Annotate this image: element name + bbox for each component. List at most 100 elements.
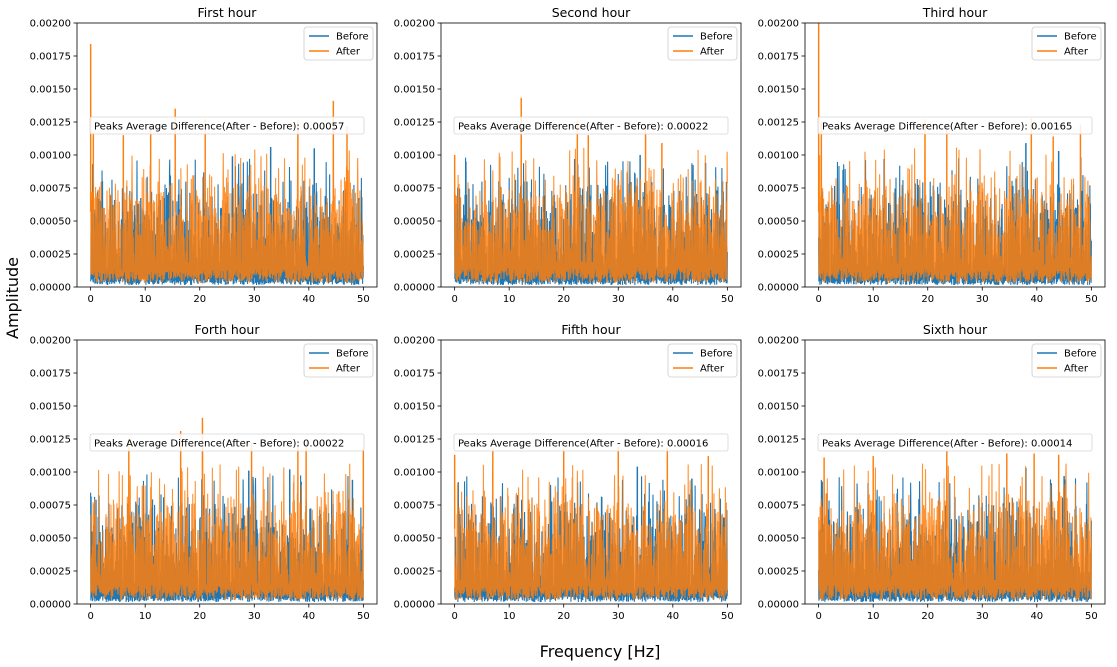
series-line-after — [454, 97, 728, 284]
subplot-title: Fifth hour — [561, 322, 621, 337]
x-tick-label: 0 — [451, 611, 457, 622]
y-tick-label: 0.00075 — [394, 184, 435, 195]
y-tick-label: 0.00125 — [394, 118, 435, 129]
subplot-2: 0.00000 0.00025 0.00050 0.00075 0.00100 0.001… — [394, 5, 742, 305]
x-tick-label: 0 — [451, 294, 457, 305]
annotation-background — [817, 433, 1093, 452]
y-tick-label: 0.00100 — [394, 151, 435, 162]
subplot-title: First hour — [198, 5, 258, 20]
x-tick-label: 40 — [1030, 611, 1043, 622]
figure-ylabel: Amplitude — [3, 257, 22, 339]
y-tick-label: 0.00000 — [758, 600, 799, 611]
y-tick-label: 0.00200 — [758, 336, 799, 347]
y-tick-label: 0.00025 — [394, 250, 435, 261]
legend-label-before: Before — [700, 349, 733, 360]
x-tick-label: 40 — [666, 294, 679, 305]
y-tick-label: 0.00100 — [30, 151, 71, 162]
y-tick-label: 0.00100 — [30, 468, 71, 479]
x-tick-label: 10 — [139, 294, 152, 305]
y-tick-label: 0.00050 — [30, 217, 71, 228]
y-tick-label: 0.00000 — [30, 283, 71, 294]
x-tick-label: 20 — [557, 294, 570, 305]
y-tick-label: 0.00025 — [758, 567, 799, 578]
subplot-title: Forth hour — [195, 322, 261, 337]
annotation-background — [453, 433, 729, 452]
annotation-background — [89, 116, 365, 135]
plot-area — [453, 446, 728, 603]
legend: Before After — [1031, 26, 1102, 61]
legend-label-after: After — [700, 47, 725, 58]
annotation-background — [817, 116, 1093, 135]
series-line-after — [818, 23, 1092, 284]
y-tick-label: 0.00125 — [394, 435, 435, 446]
annotation-text: Peaks Average Difference(After - Before)… — [94, 439, 344, 450]
subplot-3: 0.00000 0.00025 0.00050 0.00075 0.00100 0.001… — [758, 5, 1106, 305]
annotation-box: Peaks Average Difference(After - Before)… — [817, 433, 1093, 452]
legend: Before After — [1031, 343, 1102, 378]
y-tick-label: 0.00200 — [30, 336, 71, 347]
annotation-background — [89, 433, 365, 452]
y-tick-label: 0.00200 — [394, 19, 435, 30]
y-tick-label: 0.00075 — [30, 184, 71, 195]
y-tick-label: 0.00125 — [30, 118, 71, 129]
y-tick-label: 0.00175 — [394, 52, 435, 63]
y-tick-label: 0.00150 — [30, 85, 71, 96]
annotation-text: Peaks Average Difference(After - Before)… — [458, 439, 708, 450]
annotation-box: Peaks Average Difference(After - Before)… — [89, 116, 365, 135]
subplot-title: Third hour — [922, 5, 988, 20]
y-tick-label: 0.00175 — [394, 369, 435, 380]
y-tick-label: 0.00125 — [30, 435, 71, 446]
legend: Before After — [303, 343, 374, 378]
plot-area — [90, 417, 365, 603]
x-tick-label: 0 — [815, 611, 821, 622]
subplot-4: 0.00000 0.00025 0.00050 0.00075 0.00100 0.001… — [30, 322, 378, 622]
x-tick-label: 30 — [248, 611, 261, 622]
x-tick-label: 30 — [248, 294, 261, 305]
legend-label-before: Before — [700, 32, 733, 43]
figure-xlabel: Frequency [Hz] — [540, 642, 661, 661]
x-tick-label: 20 — [193, 294, 206, 305]
y-tick-label: 0.00100 — [394, 468, 435, 479]
x-tick-label: 50 — [357, 611, 370, 622]
x-tick-label: 30 — [612, 611, 625, 622]
x-tick-label: 20 — [193, 611, 206, 622]
subplot-title: Sixth hour — [923, 322, 988, 337]
legend-label-after: After — [336, 364, 361, 375]
y-tick-label: 0.00125 — [758, 435, 799, 446]
x-tick-label: 50 — [1085, 611, 1098, 622]
y-tick-label: 0.00025 — [30, 567, 71, 578]
legend-label-before: Before — [1064, 349, 1097, 360]
plot-area — [453, 97, 728, 286]
x-tick-label: 10 — [503, 611, 516, 622]
legend: Before After — [667, 26, 738, 61]
x-tick-label: 20 — [921, 294, 934, 305]
series-line-after — [90, 417, 364, 601]
annotation-text: Peaks Average Difference(After - Before)… — [822, 439, 1072, 450]
legend-label-after: After — [1064, 47, 1089, 58]
y-tick-label: 0.00075 — [30, 501, 71, 512]
y-tick-label: 0.00050 — [758, 534, 799, 545]
y-tick-label: 0.00025 — [30, 250, 71, 261]
x-tick-label: 10 — [867, 294, 880, 305]
legend-label-before: Before — [1064, 32, 1097, 43]
annotation-text: Peaks Average Difference(After - Before)… — [822, 122, 1072, 133]
x-tick-label: 50 — [1085, 294, 1098, 305]
y-tick-label: 0.00125 — [758, 118, 799, 129]
y-tick-label: 0.00000 — [30, 600, 71, 611]
y-tick-label: 0.00175 — [758, 52, 799, 63]
x-tick-label: 0 — [87, 294, 93, 305]
subplot-6: 0.00000 0.00025 0.00050 0.00075 0.00100 0.001… — [758, 322, 1106, 622]
y-tick-label: 0.00175 — [30, 369, 71, 380]
x-tick-label: 50 — [721, 294, 734, 305]
y-tick-label: 0.00000 — [394, 283, 435, 294]
legend-label-before: Before — [336, 32, 369, 43]
annotation-box: Peaks Average Difference(After - Before)… — [453, 116, 729, 135]
x-tick-label: 0 — [815, 294, 821, 305]
y-tick-label: 0.00100 — [758, 151, 799, 162]
legend-label-after: After — [1064, 364, 1089, 375]
x-tick-label: 40 — [302, 611, 315, 622]
subplot-title: Second hour — [552, 5, 631, 20]
legend-label-after: After — [700, 364, 725, 375]
x-tick-label: 20 — [557, 611, 570, 622]
plot-area — [817, 23, 1092, 286]
